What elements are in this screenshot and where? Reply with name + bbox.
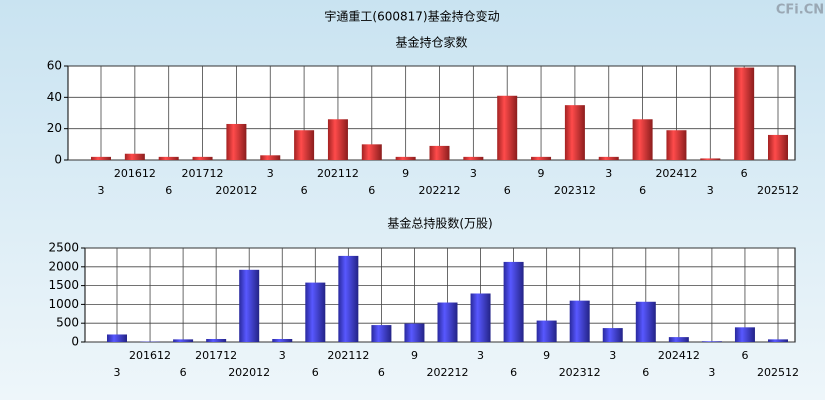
bar: [437, 302, 458, 342]
bar: [192, 156, 213, 160]
x-tick-label: 202312: [559, 366, 601, 379]
bar: [107, 334, 127, 342]
x-tick-label: 202212: [427, 366, 469, 379]
bar: [294, 130, 315, 160]
bar: [158, 156, 179, 160]
chart-title: 基金总持股数(万股): [387, 216, 492, 231]
bar: [395, 156, 416, 160]
bar: [564, 105, 585, 160]
x-tick-label: 6: [312, 366, 319, 379]
y-tick-label: 2000: [48, 259, 79, 273]
x-tick-label: 202212: [419, 184, 461, 197]
x-tick-label: 202012: [215, 184, 257, 197]
bar: [531, 156, 552, 160]
x-tick-label: 6: [741, 349, 748, 362]
bar: [470, 293, 491, 342]
bar: [260, 155, 281, 160]
x-tick-label: 202412: [655, 167, 697, 180]
y-tick-label: 1500: [48, 278, 79, 292]
x-tick-label: 6: [301, 184, 308, 197]
y-tick-label: 0: [54, 153, 62, 167]
x-tick-label: 201712: [182, 167, 224, 180]
x-tick-label: 6: [504, 184, 511, 197]
bar: [404, 323, 425, 342]
x-tick-label: 3: [477, 349, 484, 362]
x-tick-label: 202412: [658, 349, 700, 362]
x-tick-label: 201612: [129, 349, 171, 362]
y-tick-label: 20: [47, 121, 62, 135]
bar: [272, 338, 293, 342]
y-tick-label: 40: [47, 90, 62, 104]
x-tick-label: 3: [707, 184, 714, 197]
y-tick-label: 500: [56, 316, 79, 330]
x-tick-label: 3: [267, 167, 274, 180]
bar: [371, 325, 392, 342]
bar: [602, 328, 623, 342]
x-tick-label: 201612: [114, 167, 156, 180]
chart-title: 基金持仓家数: [395, 35, 467, 50]
bar: [536, 320, 557, 342]
x-tick-label: 3: [114, 366, 121, 379]
x-tick-label: 9: [538, 167, 545, 180]
bar: [666, 130, 687, 160]
x-tick-label: 3: [708, 366, 715, 379]
x-tick-label: 6: [510, 366, 517, 379]
bar: [768, 134, 788, 160]
page-title: 宇通重工(600817)基金持仓变动: [324, 9, 499, 24]
bar: [768, 339, 788, 342]
bar: [632, 119, 653, 160]
bar: [463, 156, 484, 160]
bar: [569, 300, 590, 342]
bar: [173, 339, 194, 342]
watermark: CFi.CN: [776, 3, 824, 18]
bar: [206, 338, 227, 342]
x-tick-label: 6: [378, 366, 385, 379]
x-tick-label: 6: [639, 184, 646, 197]
x-tick-label: 3: [609, 349, 616, 362]
bar: [429, 145, 450, 160]
bar: [305, 282, 326, 342]
x-tick-label: 201712: [195, 349, 237, 362]
bar: [91, 156, 111, 160]
x-tick-label: 6: [180, 366, 187, 379]
x-tick-label: 202512: [757, 366, 799, 379]
bar: [734, 327, 755, 342]
x-tick-label: 202012: [228, 366, 270, 379]
y-tick-label: 0: [71, 335, 79, 349]
x-tick-label: 3: [279, 349, 286, 362]
x-tick-label: 9: [543, 349, 550, 362]
x-tick-label: 6: [165, 184, 172, 197]
x-tick-label: 6: [642, 366, 649, 379]
bar: [668, 337, 689, 342]
bar: [598, 156, 619, 160]
bar: [327, 119, 348, 160]
bar: [503, 261, 524, 342]
x-tick-label: 202112: [327, 349, 369, 362]
bar: [361, 144, 382, 160]
x-tick-label: 202512: [757, 184, 799, 197]
x-tick-label: 3: [470, 167, 477, 180]
bar: [338, 255, 359, 342]
bar: [497, 95, 518, 160]
y-tick-label: 60: [47, 59, 62, 73]
bar: [734, 67, 755, 160]
y-tick-label: 1000: [48, 297, 79, 311]
x-tick-label: 6: [368, 184, 375, 197]
bar: [635, 301, 656, 342]
y-tick-label: 2500: [48, 241, 79, 255]
x-tick-label: 3: [605, 167, 612, 180]
x-tick-label: 202112: [317, 167, 359, 180]
bar: [701, 341, 722, 342]
bar: [239, 269, 260, 342]
x-tick-label: 202312: [554, 184, 596, 197]
bar: [700, 158, 721, 160]
x-tick-label: 3: [98, 184, 105, 197]
bar: [124, 153, 145, 160]
x-tick-label: 6: [741, 167, 748, 180]
bar: [226, 123, 247, 160]
x-tick-label: 9: [411, 349, 418, 362]
x-tick-label: 9: [402, 167, 409, 180]
